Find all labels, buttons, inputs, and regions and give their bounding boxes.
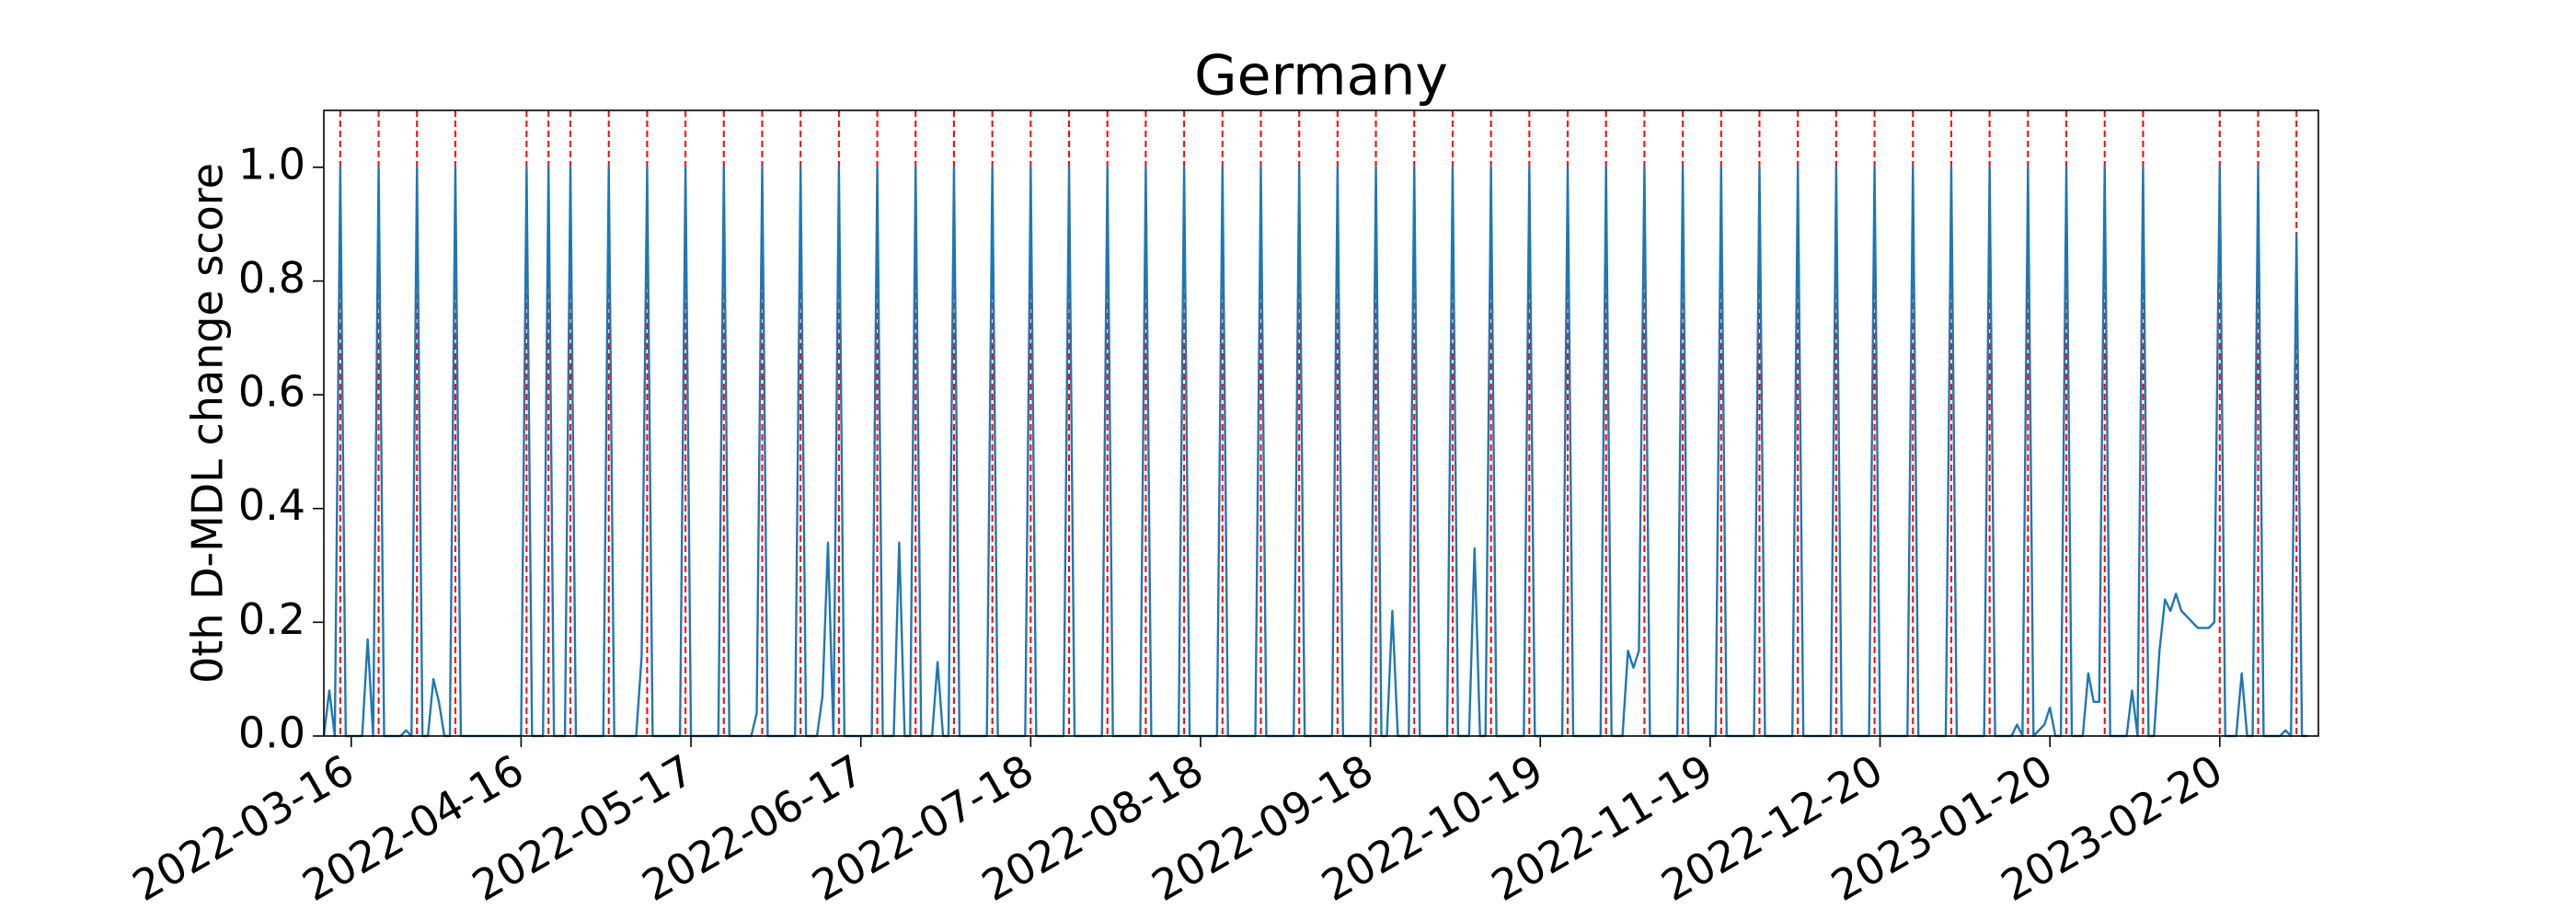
y-tick-label: 0.6 — [238, 367, 305, 417]
y-tick-label: 0.4 — [238, 480, 305, 530]
y-tick-label: 0.2 — [238, 594, 305, 644]
y-axis-label: 0th D-MDL change score — [183, 163, 233, 684]
plot-frame — [323, 109, 2319, 737]
y-tick-label: 1.0 — [238, 139, 305, 189]
y-tick-label: 0.0 — [238, 708, 305, 758]
chart-title: Germany — [1194, 44, 1448, 109]
series-line — [322, 166, 2308, 738]
y-tick-label: 0.8 — [238, 253, 305, 303]
